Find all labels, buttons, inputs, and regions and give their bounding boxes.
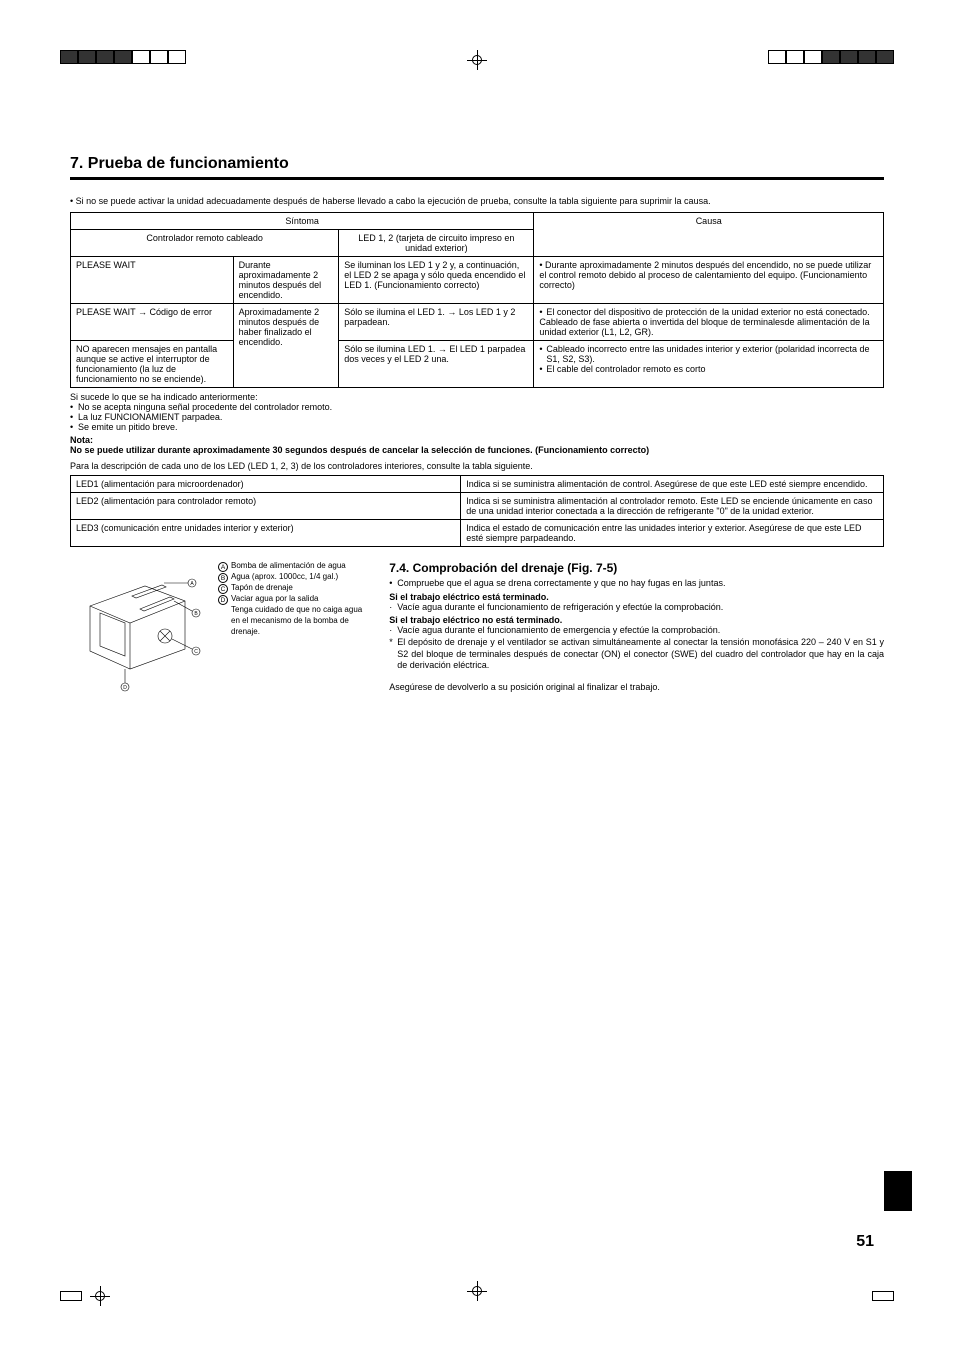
cell: Se iluminan los LED 1 y 2 y, a continuac… [339,257,534,304]
led-description: Para la descripción de cada uno de los L… [70,461,884,471]
label-a: Bomba de alimentación de agua [231,561,346,572]
cell: Sólo se ilumina LED 1. → El LED 1 parpad… [339,341,534,388]
svg-text:B: B [194,611,198,617]
th-causa: Causa [534,213,884,257]
subsection-heading: 7.4. Comprobación del drenaje (Fig. 7-5) [389,561,884,575]
svg-text:D: D [123,685,127,691]
section-heading: 7. Prueba de funcionamiento [70,155,884,180]
final-note: Asegúrese de devolverlo a su posición or… [389,682,884,694]
two-column-section: A B C D A Bomba de alimentación de agua [70,561,884,701]
cell: LED3 (comunicación entre unidades interi… [71,520,461,547]
crop-marks-top [0,0,954,95]
table-row: LED1 (alimentación para microordenador) … [71,476,884,493]
crop-boxes-left [60,50,186,64]
section-number: 7. [70,155,83,172]
svg-text:C: C [194,649,198,655]
cell: Indica si se suministra alimentación al … [461,493,884,520]
cell: Aproximadamente 2 minutos después de hab… [233,304,339,388]
sub-heading: Si el trabajo eléctrico no está terminad… [389,615,884,625]
list-item: La luz FUNCIONAMIENT parpadea. [70,412,884,422]
left-column: A B C D A Bomba de alimentación de agua [70,561,373,701]
crop-marks-bottom [0,1281,954,1311]
crop-boxes-right [768,50,894,64]
star-item: El depósito de drenaje y el ventilador s… [389,637,884,672]
section-title-text: Prueba de funcionamiento [88,155,289,172]
cell: LED1 (alimentación para microordenador) [71,476,461,493]
intro-text: • Si no se puede activar la unidad adecu… [70,196,884,206]
cell: LED2 (alimentación para controlador remo… [71,493,461,520]
post-table-notes: Si sucede lo que se ha indicado anterior… [70,392,884,432]
table-row: NO aparecen mensajes en pantalla aunque … [71,341,884,388]
nota-label: Nota: [70,435,884,445]
cell: PLEASE WAIT → Código de error [71,304,234,341]
bullet-item: Compruebe que el agua se drena correctam… [389,578,884,590]
th-controlador: Controlador remoto cableado [71,230,339,257]
label-d: Vaciar agua por la salida [231,594,318,605]
crosshair-top [467,50,487,70]
label-b: Agua (aprox. 1000cc, 1/4 gal.) [231,572,338,583]
dash-item: Vacíe agua durante el funcionamiento de … [389,625,884,637]
th-sintoma: Síntoma [71,213,534,230]
table-row: PLEASE WAIT Durante aproximadamente 2 mi… [71,257,884,304]
cell: Indica si se suministra alimentación de … [461,476,884,493]
cell: NO aparecen mensajes en pantalla aunque … [71,341,234,388]
nota-text: No se puede utilizar durante aproximadam… [70,445,884,455]
cell: Sólo se ilumina el LED 1. → Los LED 1 y … [339,304,534,341]
dash-item: Vacíe agua durante el funcionamiento de … [389,602,884,614]
diagnostic-table: Síntoma Causa Controlador remoto cablead… [70,212,884,388]
page-content: 7. Prueba de funcionamiento • Si no se p… [0,95,954,741]
pump-diagram: A B C D [70,561,210,701]
list-item: Se emite un pitido breve. [70,422,884,432]
label-c: Tapón de drenaje [231,583,293,594]
sub-heading: Si el trabajo eléctrico está terminado. [389,592,884,602]
page-number: 51 [856,1233,874,1251]
cell: Cableado incorrecto entre las unidades i… [534,341,884,388]
svg-text:A: A [190,581,194,587]
label-d-note: Tenga cuidado de que no caiga agua en el… [218,605,373,637]
cell: Durante aproximadamente 2 minutos despué… [233,257,339,304]
list-item: No se acepta ninguna señal procedente de… [70,402,884,412]
right-column: 7.4. Comprobación del drenaje (Fig. 7-5)… [389,561,884,701]
th-led: LED 1, 2 (tarjeta de circuito impreso en… [339,230,534,257]
table-row: LED2 (alimentación para controlador remo… [71,493,884,520]
table-row: LED3 (comunicación entre unidades interi… [71,520,884,547]
side-tab [884,1171,912,1211]
cell: • Durante aproximadamente 2 minutos desp… [534,257,884,304]
cell: PLEASE WAIT [71,257,234,304]
cell: El conector del dispositivo de protecció… [534,304,884,341]
figure-labels: ABomba de alimentación de agua BAgua (ap… [218,561,373,701]
table-row: PLEASE WAIT → Código de error Aproximada… [71,304,884,341]
led-table: LED1 (alimentación para microordenador) … [70,475,884,547]
cell: Indica el estado de comunicación entre l… [461,520,884,547]
